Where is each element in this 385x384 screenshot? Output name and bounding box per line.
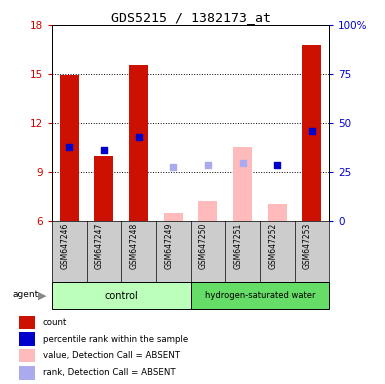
Bar (19, 316, 35, 329)
Text: GSM647251: GSM647251 (234, 223, 243, 269)
Point (136, 134, 142, 140)
Point (309, 128, 315, 134)
Text: GSM647248: GSM647248 (130, 223, 139, 269)
Bar (191, 282, 329, 309)
Text: ▶: ▶ (38, 291, 47, 301)
Bar (19, 366, 35, 379)
Point (66, 144, 72, 150)
Point (239, 160, 246, 166)
Bar (94, 156, 114, 221)
Bar (164, 213, 183, 221)
Text: percentile rank within the sample: percentile rank within the sample (43, 334, 188, 344)
Text: GSM647249: GSM647249 (164, 223, 173, 269)
Bar (268, 205, 287, 221)
Bar (19, 332, 35, 346)
Bar (233, 147, 252, 221)
Text: count: count (43, 318, 67, 327)
Point (170, 164, 176, 170)
Text: GSM647250: GSM647250 (199, 223, 208, 269)
Bar (198, 201, 218, 221)
Text: control: control (104, 291, 138, 301)
Title: GDS5215 / 1382173_at: GDS5215 / 1382173_at (110, 11, 271, 24)
Text: GSM647246: GSM647246 (60, 223, 69, 269)
Text: value, Detection Call = ABSENT: value, Detection Call = ABSENT (43, 351, 180, 360)
Point (205, 162, 211, 168)
Text: rank, Detection Call = ABSENT: rank, Detection Call = ABSENT (43, 368, 176, 377)
Point (101, 147, 107, 153)
Text: agent: agent (13, 290, 39, 299)
Bar (302, 45, 321, 221)
Text: hydrogen-saturated water: hydrogen-saturated water (204, 291, 315, 300)
Bar (52, 282, 191, 309)
Bar (60, 75, 79, 221)
Text: GSM647253: GSM647253 (303, 223, 312, 269)
Bar (129, 65, 148, 221)
Text: GSM647252: GSM647252 (268, 223, 277, 269)
Point (274, 162, 280, 168)
Bar (19, 349, 35, 362)
Text: GSM647247: GSM647247 (95, 223, 104, 269)
